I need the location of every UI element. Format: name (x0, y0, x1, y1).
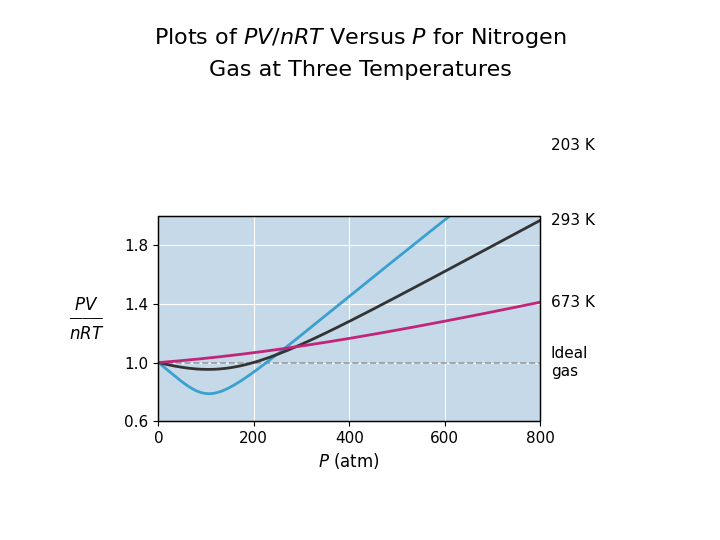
Text: Gas at Three Temperatures: Gas at Three Temperatures (209, 60, 511, 80)
Text: ─────: ───── (70, 313, 103, 323)
Text: Plots of $\mathit{PV/nRT}$ Versus $\mathit{P}$ for Nitrogen: Plots of $\mathit{PV/nRT}$ Versus $\math… (154, 26, 566, 50)
X-axis label: $\it{P}$ (atm): $\it{P}$ (atm) (318, 451, 380, 471)
Text: $\mathit{nRT}$: $\mathit{nRT}$ (68, 325, 104, 343)
Text: 673 K: 673 K (551, 295, 595, 310)
Text: $\mathit{PV}$: $\mathit{PV}$ (74, 295, 99, 314)
Text: Ideal
gas: Ideal gas (551, 346, 588, 379)
Text: 203 K: 203 K (551, 138, 595, 153)
Text: 293 K: 293 K (551, 213, 595, 228)
